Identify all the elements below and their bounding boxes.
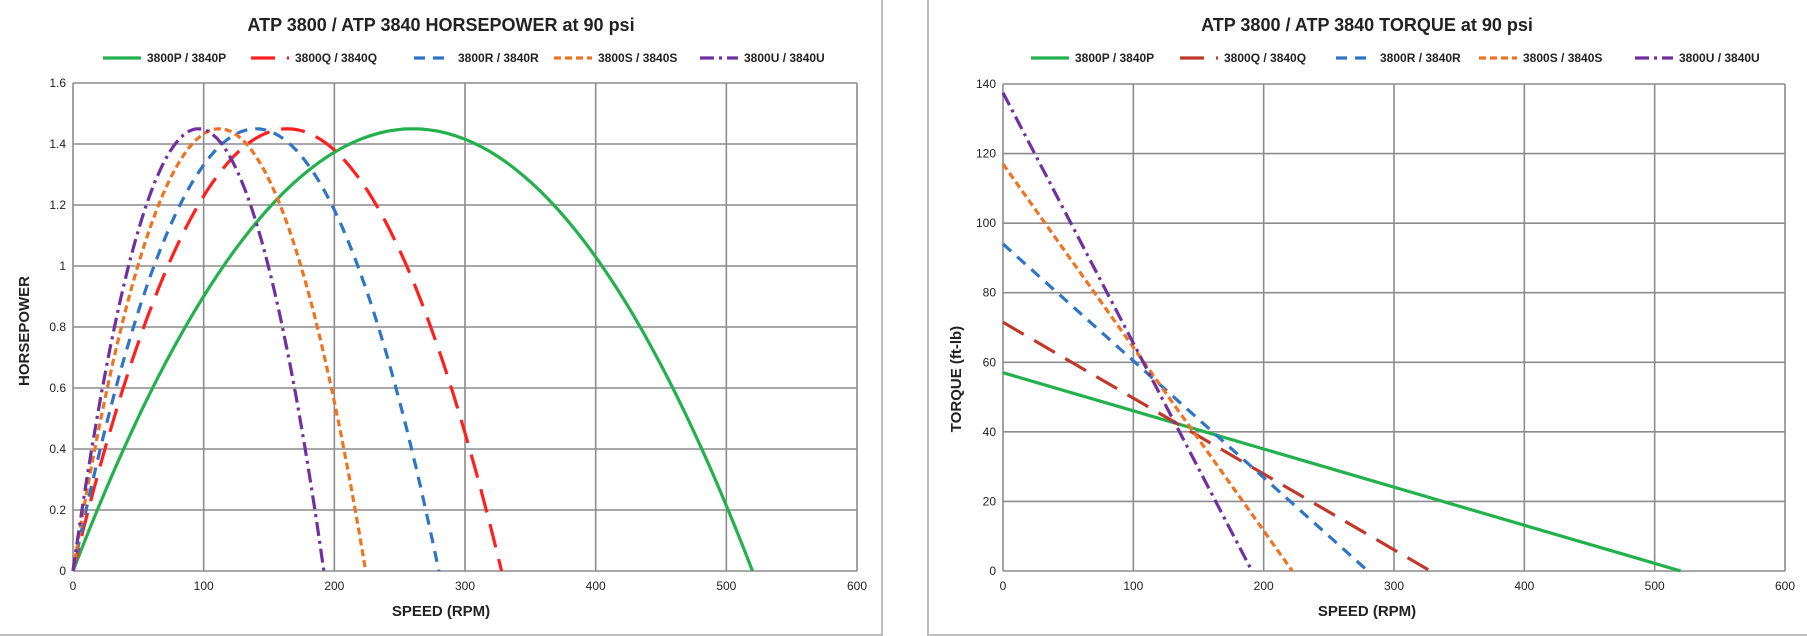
horsepower-chart-title: ATP 3800 / ATP 3840 HORSEPOWER at 90 psi — [247, 15, 634, 35]
torque-legend-label: 3800S / 3840S — [1523, 51, 1602, 65]
horsepower-legend-label: 3800S / 3840S — [598, 51, 677, 65]
horsepower-y-tick-label: 0.2 — [49, 503, 66, 517]
horsepower-y-tick-label: 0.4 — [49, 442, 66, 456]
horsepower-legend-label: 3800Q / 3840Q — [295, 51, 377, 65]
horsepower-chart-panel: ATP 3800 / ATP 3840 HORSEPOWER at 90 psi… — [0, 0, 883, 636]
horsepower-legend-label: 3800R / 3840R — [458, 51, 539, 65]
torque-x-tick-label: 300 — [1384, 579, 1404, 593]
torque-y-tick-label: 80 — [983, 286, 997, 300]
torque-chart: ATP 3800 / ATP 3840 TORQUE at 90 psi 380… — [948, 15, 1795, 620]
torque-chart-panel: ATP 3800 / ATP 3840 TORQUE at 90 psi 380… — [927, 0, 1807, 636]
torque-y-tick-label: 40 — [983, 425, 997, 439]
torque-legend-label: 3800P / 3840P — [1075, 51, 1154, 65]
torque-y-tick-label: 100 — [976, 216, 996, 230]
horsepower-series-line-q — [71, 127, 504, 572]
horsepower-series-line-p — [71, 127, 754, 572]
horsepower-ticks: 0 100 200 300 400 500 600 0 0.2 0.4 0.6 0.8 1 1.2 1.4 1… — [49, 76, 867, 593]
torque-legend-label: 3800Q / 3840Q — [1224, 51, 1306, 65]
torque-y-tick-label: 20 — [983, 494, 997, 508]
horsepower-x-tick-label: 0 — [70, 579, 77, 593]
torque-x-tick-label: 500 — [1645, 579, 1665, 593]
torque-series-line-r — [1001, 242, 1369, 573]
torque-ticks: 0 100 200 300 400 500 600 0 20 40 60 80 100 120 140 — [976, 77, 1795, 593]
horsepower-y-tick-label: 0.8 — [49, 320, 66, 334]
torque-legend-label: 3800U / 3840U — [1679, 51, 1760, 65]
torque-y-tick-label: 60 — [983, 355, 997, 369]
torque-x-tick-label: 100 — [1123, 579, 1143, 593]
horsepower-y-tick-label: 1.6 — [49, 76, 66, 90]
horsepower-legend-label: 3800U / 3840U — [744, 51, 825, 65]
horsepower-y-tick-label: 1.2 — [49, 198, 66, 212]
horsepower-series-line-r — [71, 127, 441, 572]
horsepower-series-line-u — [71, 127, 326, 572]
horsepower-x-tick-label: 100 — [194, 579, 214, 593]
horsepower-y-tick-label: 1 — [59, 259, 66, 273]
torque-x-tick-label: 400 — [1514, 579, 1534, 593]
torque-x-tick-label: 0 — [1000, 579, 1007, 593]
torque-y-axis-title: TORQUE (ft-lb) — [948, 326, 965, 432]
horsepower-series — [71, 127, 754, 572]
horsepower-legend: 3800P / 3840P 3800Q / 3840Q 3800R / 3840R 3… — [103, 51, 825, 65]
horsepower-x-axis-title: SPEED (RPM) — [392, 603, 490, 620]
torque-x-tick-label: 600 — [1775, 579, 1795, 593]
horsepower-y-axis-title: HORSEPOWER — [16, 276, 33, 386]
horsepower-x-tick-label: 400 — [586, 579, 606, 593]
torque-y-tick-label: 0 — [989, 564, 996, 578]
horsepower-x-tick-label: 600 — [847, 579, 867, 593]
torque-y-tick-label: 140 — [976, 77, 996, 91]
torque-y-tick-label: 120 — [976, 147, 996, 161]
torque-legend-label: 3800R / 3840R — [1380, 51, 1461, 65]
horsepower-chart: ATP 3800 / ATP 3840 HORSEPOWER at 90 psi… — [16, 15, 867, 620]
torque-x-tick-label: 200 — [1254, 579, 1274, 593]
horsepower-series-line-s — [71, 127, 368, 572]
horsepower-x-tick-label: 300 — [455, 579, 475, 593]
horsepower-y-tick-label: 0.6 — [49, 381, 66, 395]
horsepower-y-tick-label: 0 — [59, 564, 66, 578]
horsepower-legend-label: 3800P / 3840P — [147, 51, 226, 65]
horsepower-x-tick-label: 500 — [716, 579, 736, 593]
torque-chart-title: ATP 3800 / ATP 3840 TORQUE at 90 psi — [1201, 15, 1533, 35]
torque-series-line-u — [1001, 91, 1254, 572]
torque-series-line-s — [1001, 163, 1294, 572]
torque-legend: 3800P / 3840P 3800Q / 3840Q 3800R / 3840R 3… — [1031, 51, 1760, 65]
torque-x-axis-title: SPEED (RPM) — [1318, 603, 1416, 620]
horsepower-x-tick-label: 200 — [324, 579, 344, 593]
torque-series-line-p — [1002, 371, 1682, 573]
torque-series-line-q — [1002, 320, 1432, 573]
torque-series — [1001, 91, 1682, 573]
horsepower-grid — [72, 82, 858, 572]
horsepower-y-tick-label: 1.4 — [49, 137, 66, 151]
